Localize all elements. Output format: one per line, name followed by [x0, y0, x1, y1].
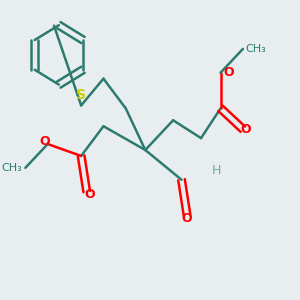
- Text: O: O: [240, 123, 251, 136]
- Text: CH₃: CH₃: [246, 44, 266, 54]
- Text: H: H: [212, 164, 222, 177]
- Text: CH₃: CH₃: [2, 163, 22, 173]
- Text: S: S: [76, 88, 86, 102]
- Text: O: O: [40, 135, 50, 148]
- Text: O: O: [84, 188, 95, 201]
- Text: O: O: [223, 66, 234, 79]
- Text: O: O: [182, 212, 192, 225]
